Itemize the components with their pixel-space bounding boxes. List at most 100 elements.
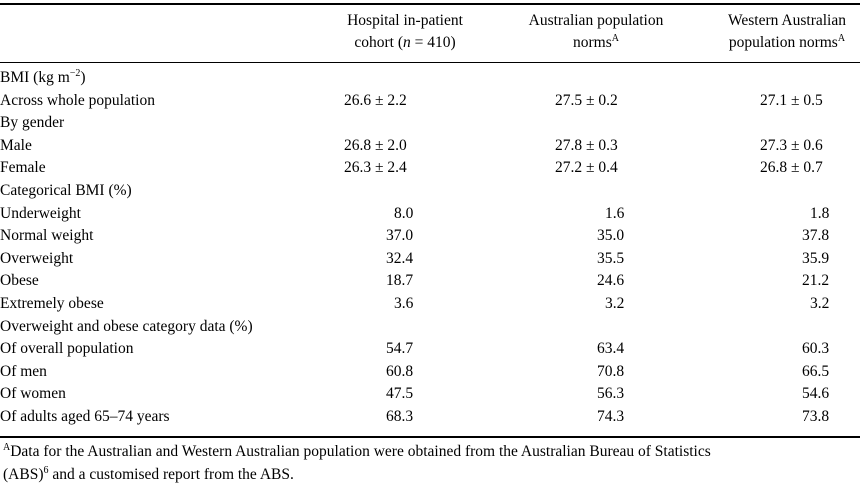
row-label: Of adults aged 65–74 years xyxy=(0,406,326,429)
cell-v2: 3.2 xyxy=(531,293,740,316)
top-rule xyxy=(0,3,860,5)
cell-v2: 27.8 ± 0.3 xyxy=(531,135,740,158)
header-text: norms xyxy=(573,34,612,51)
table-row: Overweight 32.4 35.5 35.9 xyxy=(0,248,860,271)
cell-value: 35.5 xyxy=(597,249,625,267)
table-row: Overweight and obese category data (%) xyxy=(0,316,860,339)
cell-v1 xyxy=(326,180,531,203)
header-line: Hospital in-patient xyxy=(347,12,463,29)
row-label: Categorical BMI (%) xyxy=(0,180,326,203)
header-line: cohort (n = 410) xyxy=(330,32,480,54)
footnote-marker: A xyxy=(3,441,11,453)
cell-value: 32.4 xyxy=(386,249,414,267)
table-body: BMI (kg m−2) Across whole population 26.6 … xyxy=(0,67,860,429)
cell-value: 21.2 xyxy=(802,272,830,290)
cell-v1: 54.7 xyxy=(326,338,531,361)
cell-v1: 3.6 xyxy=(326,293,531,316)
cell-value: 54.7 xyxy=(386,340,414,358)
column-header-australian: Australian population normsA xyxy=(506,10,686,54)
row-label-text: Of women xyxy=(0,385,66,403)
cell-value: 27.3 ± 0.6 xyxy=(760,136,823,154)
row-label-text: Male xyxy=(0,136,32,154)
cell-v3: 54.6 xyxy=(740,383,860,406)
reference-marker: 6 xyxy=(43,464,49,476)
cell-v2 xyxy=(531,316,740,339)
table-row: Across whole population 26.6 ± 2.2 27.5 ± … xyxy=(0,90,860,113)
cell-v3: 73.8 xyxy=(740,406,860,429)
cell-v1 xyxy=(326,112,531,135)
cell-value: 27.5 ± 0.2 xyxy=(555,91,618,109)
footnote-text: Data for the Australian and Western Aust… xyxy=(10,443,711,460)
cell-value: 1.8 xyxy=(810,204,830,222)
row-label-text: Overweight xyxy=(0,249,74,267)
row-label: Overweight xyxy=(0,248,326,271)
footnote-text: and a customised report from the ABS. xyxy=(48,466,294,483)
cell-v3: 27.3 ± 0.6 xyxy=(740,135,860,158)
cell-value: 35.9 xyxy=(802,249,830,267)
row-label-text: Of overall population xyxy=(0,340,134,358)
cell-value: 26.8 ± 2.0 xyxy=(344,136,407,154)
row-label-text: By gender xyxy=(0,114,65,132)
footnote-marker: A xyxy=(611,32,619,44)
row-label-text: Of men xyxy=(0,362,47,380)
cell-v2: 74.3 xyxy=(531,406,740,429)
cell-v1: 60.8 xyxy=(326,361,531,384)
cell-value: 26.8 ± 0.7 xyxy=(760,159,823,177)
cell-v3: 60.3 xyxy=(740,338,860,361)
cell-v2 xyxy=(531,112,740,135)
cell-value: 60.8 xyxy=(386,362,414,380)
cell-value: 70.8 xyxy=(597,362,625,380)
header-text: = 410) xyxy=(410,34,456,51)
cell-value: 73.8 xyxy=(802,407,830,425)
cell-v3: 1.8 xyxy=(740,203,860,226)
row-label-text: Obese xyxy=(0,272,39,290)
data-table: BMI (kg m−2) Across whole population 26.6 … xyxy=(0,67,860,429)
cell-v2: 27.5 ± 0.2 xyxy=(531,90,740,113)
cell-value: 27.8 ± 0.3 xyxy=(555,136,618,154)
table-row: BMI (kg m−2) xyxy=(0,67,860,90)
cell-v1: 32.4 xyxy=(326,248,531,271)
cell-value: 18.7 xyxy=(386,272,414,290)
cell-v2: 24.6 xyxy=(531,270,740,293)
row-label: Overweight and obese category data (%) xyxy=(0,316,326,339)
cell-v2: 63.4 xyxy=(531,338,740,361)
cell-value: 27.2 ± 0.4 xyxy=(555,159,618,177)
row-label: Obese xyxy=(0,270,326,293)
row-label-text: Overweight and obese category data (%) xyxy=(0,317,253,335)
row-label-text: BMI (kg m xyxy=(0,69,70,86)
cell-v3 xyxy=(740,67,860,90)
cell-value: 24.6 xyxy=(597,272,625,290)
cell-v1: 8.0 xyxy=(326,203,531,226)
table-row: Normal weight 37.0 35.0 37.8 xyxy=(0,225,860,248)
cell-v3: 37.8 xyxy=(740,225,860,248)
row-label-suffix: ) xyxy=(80,69,86,86)
cell-value: 35.0 xyxy=(597,227,625,245)
table-row: By gender xyxy=(0,112,860,135)
header-line: normsA xyxy=(506,32,686,54)
cell-value: 60.3 xyxy=(802,340,830,358)
cell-v3: 21.2 xyxy=(740,270,860,293)
header-line: Australian population xyxy=(528,12,664,29)
row-label: Across whole population xyxy=(0,90,326,113)
table-row: Obese 18.7 24.6 21.2 xyxy=(0,270,860,293)
row-label-text: Female xyxy=(0,159,46,177)
cell-value: 56.3 xyxy=(597,385,625,403)
cell-v3: 27.1 ± 0.5 xyxy=(740,90,860,113)
cell-v3: 3.2 xyxy=(740,293,860,316)
cell-v2: 56.3 xyxy=(531,383,740,406)
cell-v1: 37.0 xyxy=(326,225,531,248)
cell-v3: 26.8 ± 0.7 xyxy=(740,157,860,180)
row-label: BMI (kg m−2) xyxy=(0,67,326,90)
cell-value: 47.5 xyxy=(386,385,414,403)
cell-value: 26.6 ± 2.2 xyxy=(344,91,407,109)
cell-value: 8.0 xyxy=(394,204,414,222)
cell-v2: 70.8 xyxy=(531,361,740,384)
row-label: By gender xyxy=(0,112,326,135)
cell-v1 xyxy=(326,316,531,339)
cell-value: 3.2 xyxy=(810,294,830,312)
cell-v2 xyxy=(531,67,740,90)
cell-v2: 27.2 ± 0.4 xyxy=(531,157,740,180)
cell-value: 37.8 xyxy=(802,227,830,245)
header-line: Western Australian xyxy=(728,12,846,29)
